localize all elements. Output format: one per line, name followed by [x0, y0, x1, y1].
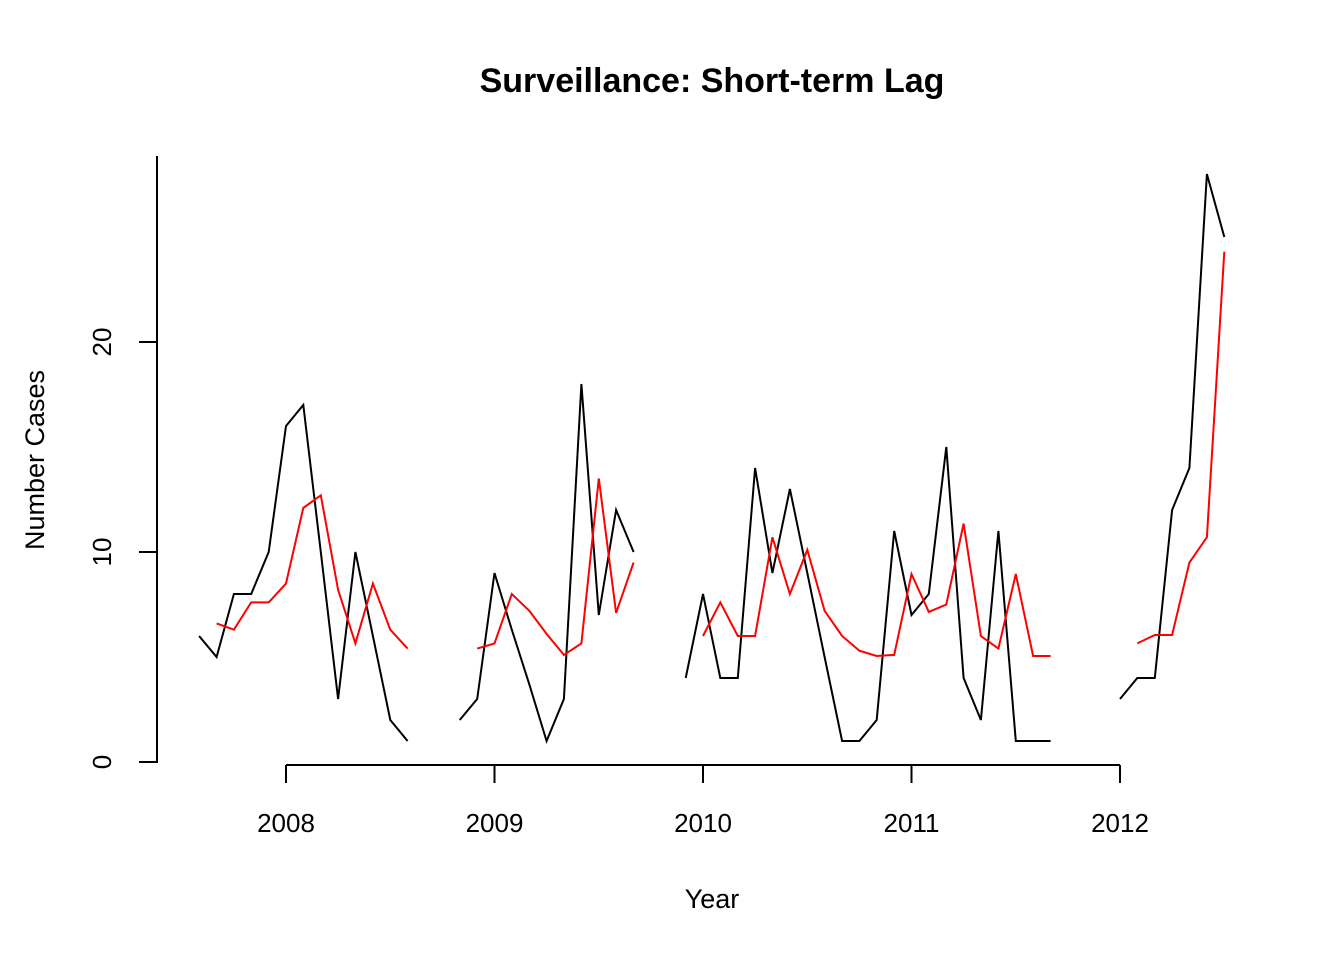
chart-title: Surveillance: Short-term Lag [480, 62, 945, 100]
x-axis-title: Year [685, 884, 740, 914]
observed-line-segment [458, 383, 635, 744]
y-tick-label: 10 [87, 538, 117, 567]
fitted-line-segment [476, 478, 635, 657]
fitted-line-segment [1136, 251, 1226, 645]
x-tick-label: 2010 [674, 808, 732, 838]
axes: 0 10 20 2008 2009 2010 2011 2012 [87, 156, 1149, 838]
y-axis-title: Number Cases [20, 370, 50, 550]
x-tick-label: 2012 [1091, 808, 1149, 838]
x-tick-label: 2009 [466, 808, 524, 838]
fitted-line-segment [702, 523, 1051, 658]
observed-line-segment [198, 402, 409, 742]
y-tick-label: 20 [87, 328, 117, 357]
x-tick-label: 2008 [257, 808, 315, 838]
x-tick-label: 2011 [884, 808, 940, 838]
y-tick-label: 0 [87, 755, 117, 769]
fitted-line-segment [216, 493, 409, 650]
data-series [198, 173, 1226, 744]
observed-line-segment [1119, 173, 1226, 700]
observed-line-segment [684, 446, 1051, 742]
